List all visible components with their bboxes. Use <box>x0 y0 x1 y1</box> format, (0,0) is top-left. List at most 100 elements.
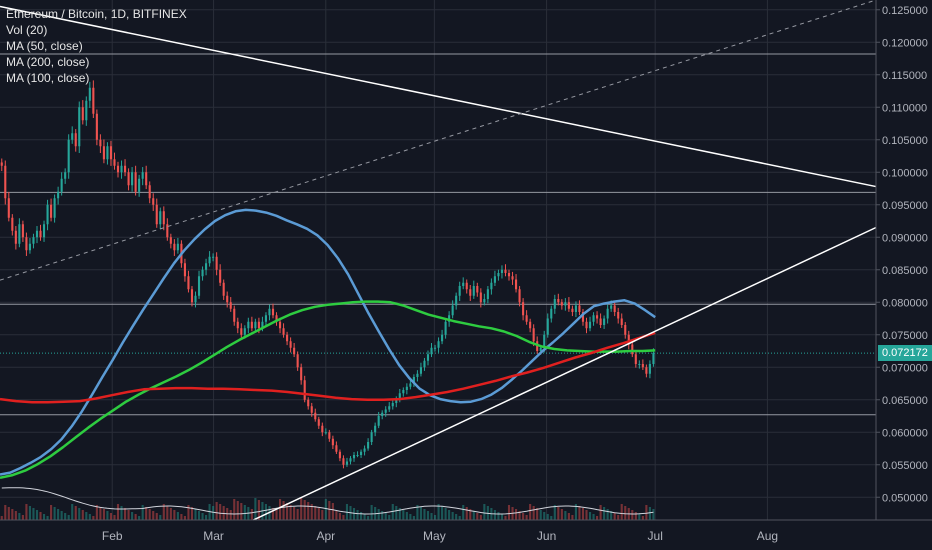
volume-bar <box>310 504 313 520</box>
candle <box>250 321 253 329</box>
candle <box>67 139 70 173</box>
candle <box>529 321 532 329</box>
candle <box>543 334 546 348</box>
x-axis: Feb Mar Apr May Jun Jul Aug <box>0 519 932 543</box>
legend-ma200[interactable]: MA (200, close) <box>6 55 90 69</box>
candle <box>42 224 46 238</box>
candle <box>233 308 236 322</box>
candle <box>293 347 296 355</box>
candle <box>412 377 415 384</box>
candle <box>444 321 447 335</box>
volume-bar <box>127 510 130 520</box>
volume-bar <box>448 510 451 520</box>
last-price-tag: 0.072172 <box>878 345 932 362</box>
candle <box>338 451 341 459</box>
candle <box>395 399 398 403</box>
candle <box>448 315 451 322</box>
y-tick-label: 0.050000 <box>882 492 928 504</box>
candle <box>571 308 574 312</box>
candle <box>236 321 239 329</box>
x-tick-label: Feb <box>102 529 123 543</box>
candle <box>187 276 190 290</box>
candle <box>57 191 60 199</box>
candle <box>64 172 67 179</box>
legend-symbol[interactable]: Ethereum / Bitcoin, 1D, BITFINEX <box>6 7 187 21</box>
candle <box>430 347 433 355</box>
volume-bar <box>331 503 334 520</box>
trendline <box>0 0 877 281</box>
volume-bar <box>42 514 46 520</box>
candle <box>631 344 634 355</box>
volume-bar <box>338 513 341 520</box>
volume-bar <box>254 498 257 520</box>
volume-bar <box>419 507 422 520</box>
candle <box>286 334 289 342</box>
candle <box>451 305 454 316</box>
candle <box>229 302 232 309</box>
candle <box>328 432 331 439</box>
candle <box>377 416 380 426</box>
volume-bar <box>543 512 546 520</box>
volume-bar <box>391 504 394 520</box>
candle <box>416 373 419 377</box>
candle <box>617 312 620 319</box>
volume-bar <box>567 513 570 520</box>
candle <box>278 321 282 329</box>
candle <box>486 289 489 299</box>
volume-bar <box>169 508 172 520</box>
legend-volume[interactable]: Vol (20) <box>6 23 48 37</box>
volume-bar <box>92 516 95 520</box>
y-tick-label: 0.105000 <box>882 135 928 147</box>
volume-bar <box>370 505 373 520</box>
volume-bar <box>106 511 109 520</box>
volume-bar <box>384 513 387 520</box>
volume-bar <box>215 502 218 520</box>
volume-bar <box>148 509 151 520</box>
legend-ma100[interactable]: MA (100, close) <box>6 71 90 85</box>
candle <box>356 455 359 456</box>
legend-ma50[interactable]: MA (50, close) <box>6 39 83 53</box>
volume-bar <box>296 509 299 520</box>
candle <box>603 318 606 325</box>
candle <box>152 198 155 205</box>
candle <box>78 107 81 147</box>
candle <box>169 237 172 244</box>
candle <box>507 273 511 277</box>
volume-bar <box>271 508 275 520</box>
candle <box>317 419 320 426</box>
volume-bar <box>367 516 370 520</box>
volume-bar <box>11 509 14 520</box>
candle <box>405 386 408 390</box>
volume-bar <box>444 508 447 520</box>
candle <box>176 243 179 251</box>
candle <box>120 165 123 173</box>
volume-bar <box>155 513 158 520</box>
volume-bar <box>504 516 507 520</box>
candle <box>578 305 581 312</box>
candle <box>363 448 366 452</box>
x-tick-label: May <box>423 529 446 543</box>
volume-bar <box>479 515 482 520</box>
volume-bar <box>293 507 296 520</box>
y-tick-label: 0.080000 <box>882 297 928 309</box>
candle <box>145 172 148 186</box>
candle <box>360 451 363 455</box>
volume-bar <box>152 511 155 520</box>
candle <box>433 347 437 349</box>
volume-bar <box>455 514 458 520</box>
candle <box>557 299 560 303</box>
volume-bar <box>395 506 398 520</box>
volume-bar <box>553 505 556 520</box>
volume-bar <box>507 505 511 520</box>
volume-bar <box>324 499 327 520</box>
candle <box>391 403 394 407</box>
volume-bar <box>205 515 208 520</box>
volume-bar <box>289 505 292 520</box>
y-tick-label: 0.065000 <box>882 395 928 407</box>
candle <box>585 321 588 329</box>
volume-bar <box>557 507 560 520</box>
candle <box>261 321 264 329</box>
volume-bar <box>433 515 437 520</box>
volume-bar <box>462 505 465 520</box>
